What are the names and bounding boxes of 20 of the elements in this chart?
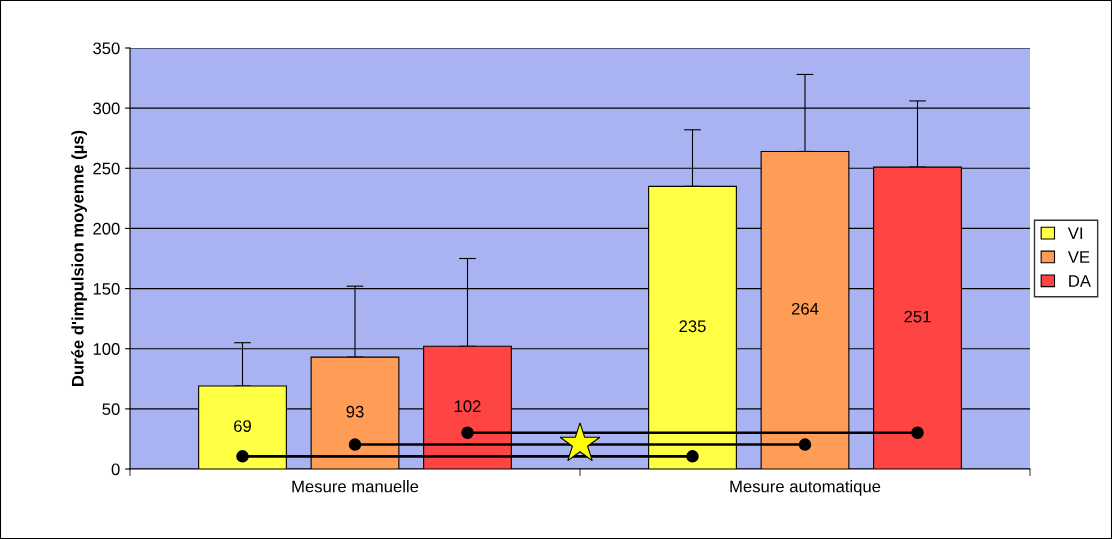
x-tick-label: Mesure manuelle: [292, 480, 419, 493]
y-tick-label: 50: [102, 403, 120, 416]
y-tick-label: 100: [93, 343, 120, 355]
data-label: 251: [904, 310, 931, 323]
data-label: 264: [791, 302, 819, 315]
y-tick-label: 300: [93, 102, 120, 115]
data-label: 93: [346, 405, 364, 418]
legend-label: DA: [1069, 275, 1091, 287]
legend-label: VI: [1067, 227, 1083, 239]
y-tick-label: 250: [93, 162, 120, 175]
y-tick-label: 150: [93, 282, 120, 295]
data-label: 235: [679, 320, 706, 333]
legend-label: VE: [1067, 251, 1090, 263]
y-axis-title: Durée d'impulsion moyenne (µs): [71, 130, 87, 386]
data-label: 102: [454, 400, 481, 413]
y-tick-label: 350: [93, 42, 120, 55]
data-label: 69: [234, 420, 251, 432]
x-tick-label: Mesure automatique: [730, 480, 881, 496]
y-tick-label: 200: [93, 222, 120, 235]
y-tick-label: 0: [111, 463, 120, 476]
